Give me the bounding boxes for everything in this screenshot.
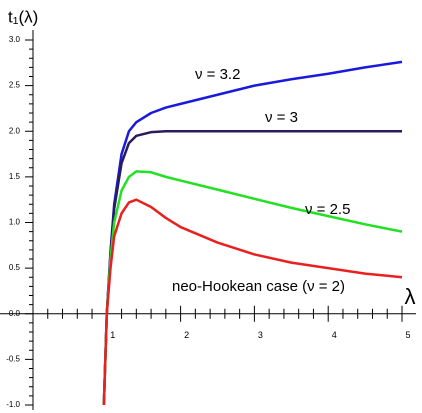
series-line [102, 198, 403, 406]
series-label: ν = 3.2 [195, 66, 240, 83]
x-tick-label: 5 [405, 330, 410, 340]
y-tick-label: -1.0 [6, 400, 20, 409]
x-tick-label: 1 [110, 330, 115, 340]
y-axis-label: t₁(λ) [8, 7, 38, 26]
y-tick-label: 1.5 [9, 172, 21, 181]
y-tick-label: 0.5 [9, 263, 21, 272]
x-tick-label: 3 [258, 330, 263, 340]
x-tick-label: 2 [184, 330, 189, 340]
series-line [102, 60, 403, 406]
series-label: ν = 3 [265, 109, 298, 126]
series-label: neo-Hookean case (ν = 2) [172, 278, 345, 295]
y-tick-label: 3.0 [9, 35, 21, 44]
y-tick-label: 0.0 [9, 309, 21, 318]
x-axis-label: λ [405, 284, 416, 309]
y-tick-label: 2.0 [9, 126, 21, 135]
y-tick-label: 2.5 [9, 81, 21, 90]
y-tick-label: -0.5 [6, 354, 20, 363]
series-label: ν = 2.5 [305, 201, 350, 218]
y-tick-label: 1.0 [9, 218, 21, 227]
series-line [102, 170, 403, 406]
x-tick-label: 4 [332, 330, 337, 340]
